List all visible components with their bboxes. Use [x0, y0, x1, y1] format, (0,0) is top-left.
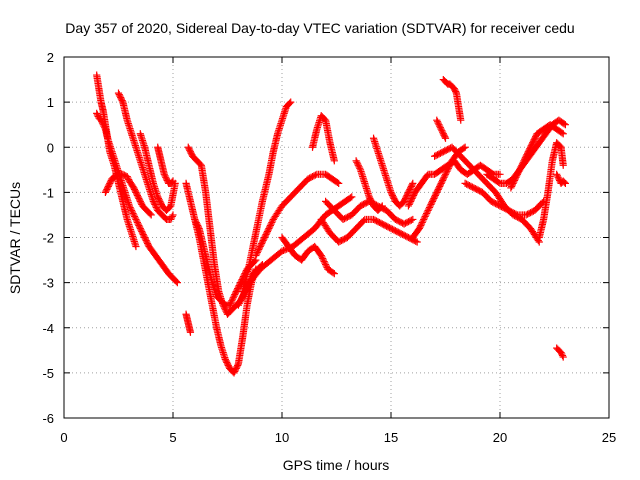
data-point	[413, 238, 421, 246]
data-point	[173, 279, 181, 287]
data-point	[378, 202, 386, 210]
axis-ticks	[63, 56, 610, 419]
satellite-trace-14	[278, 233, 338, 278]
data-point	[147, 211, 155, 219]
data-point	[329, 269, 337, 277]
data-point	[335, 179, 343, 187]
y-tick-labels: -6 -5 -4 -3 -2 -1 0 1 2	[42, 50, 54, 426]
y-tick-label: -4	[42, 321, 54, 336]
data-point	[186, 328, 195, 336]
satellite-trace-12	[234, 193, 356, 309]
data-point	[132, 242, 140, 251]
data-point	[172, 277, 180, 286]
data-point	[441, 134, 450, 142]
x-tick-labels: 0 5 10 15 20 25	[60, 430, 616, 445]
satellite-trace-16	[317, 215, 421, 246]
data-point	[169, 177, 177, 185]
x-axis-label: GPS time / hours	[283, 457, 390, 473]
x-tick-label: 5	[169, 430, 176, 445]
satellite-trace-19	[369, 134, 417, 210]
satellite-trace-8	[182, 179, 260, 377]
satellite-trace-6	[154, 143, 177, 187]
satellite-trace-22	[433, 116, 450, 142]
data-point	[561, 179, 569, 187]
data-point	[556, 142, 564, 150]
data-point	[330, 270, 338, 278]
x-tick-label: 25	[602, 430, 616, 445]
data-point	[196, 160, 204, 168]
y-tick-label: -5	[42, 366, 54, 381]
y-tick-label: 0	[47, 140, 54, 155]
data-point	[496, 170, 504, 178]
data-point	[558, 129, 566, 137]
data-point	[560, 178, 568, 186]
x-tick-label: 20	[493, 430, 507, 445]
x-tick-label: 15	[384, 430, 398, 445]
data-point	[330, 157, 338, 165]
data-point	[287, 98, 295, 106]
data-point	[409, 179, 417, 187]
x-tick-label: 0	[60, 430, 67, 445]
data-point	[495, 178, 503, 187]
y-tick-label: -6	[42, 411, 54, 426]
y-tick-label: -1	[42, 185, 54, 200]
data-point	[348, 193, 356, 201]
data-point	[346, 194, 355, 202]
y-tick-label: -2	[42, 231, 54, 246]
data-point	[560, 120, 568, 128]
x-tick-label: 10	[275, 430, 289, 445]
data-point	[457, 116, 465, 124]
satellite-trace-28	[535, 139, 567, 242]
data-point	[168, 178, 176, 186]
satellite-trace-13	[252, 170, 343, 260]
satellite-trace-3	[101, 170, 155, 219]
data-point	[333, 178, 341, 187]
data-point	[169, 211, 177, 219]
y-tick-label: -3	[42, 276, 54, 291]
satellite-trace-30	[553, 344, 567, 361]
data-point	[377, 203, 385, 211]
satellite-trace-7	[182, 310, 195, 336]
data-point	[359, 217, 368, 225]
satellite-trace-27	[507, 121, 567, 192]
y-tick-label: 1	[47, 95, 54, 110]
data-point	[461, 143, 469, 151]
satellite-trace-5	[136, 130, 179, 215]
satellite-trace-10	[191, 215, 260, 309]
data-point	[561, 121, 569, 129]
data-point	[559, 353, 567, 361]
satellite-trace-21	[409, 143, 469, 242]
data-point	[286, 99, 294, 107]
data-point	[409, 215, 417, 224]
satellite-trace-18	[352, 157, 386, 215]
data-marks	[93, 71, 569, 377]
satellite-trace-25	[461, 179, 548, 219]
data-point	[460, 144, 468, 152]
data-point	[146, 210, 154, 218]
satellite-trace-23	[439, 75, 465, 124]
satellite-trace-29	[553, 170, 569, 187]
chart-title: Day 357 of 2020, Sidereal Day-to-day VTE…	[65, 20, 574, 36]
data-point	[559, 130, 567, 138]
y-axis-label: SDTVAR / TECUs	[7, 182, 23, 294]
data-point	[559, 161, 567, 169]
satellite-trace-4	[114, 89, 177, 224]
satellite-trace-11	[239, 98, 295, 296]
y-tick-label: 2	[47, 50, 54, 65]
satellite-trace-15	[308, 112, 338, 165]
